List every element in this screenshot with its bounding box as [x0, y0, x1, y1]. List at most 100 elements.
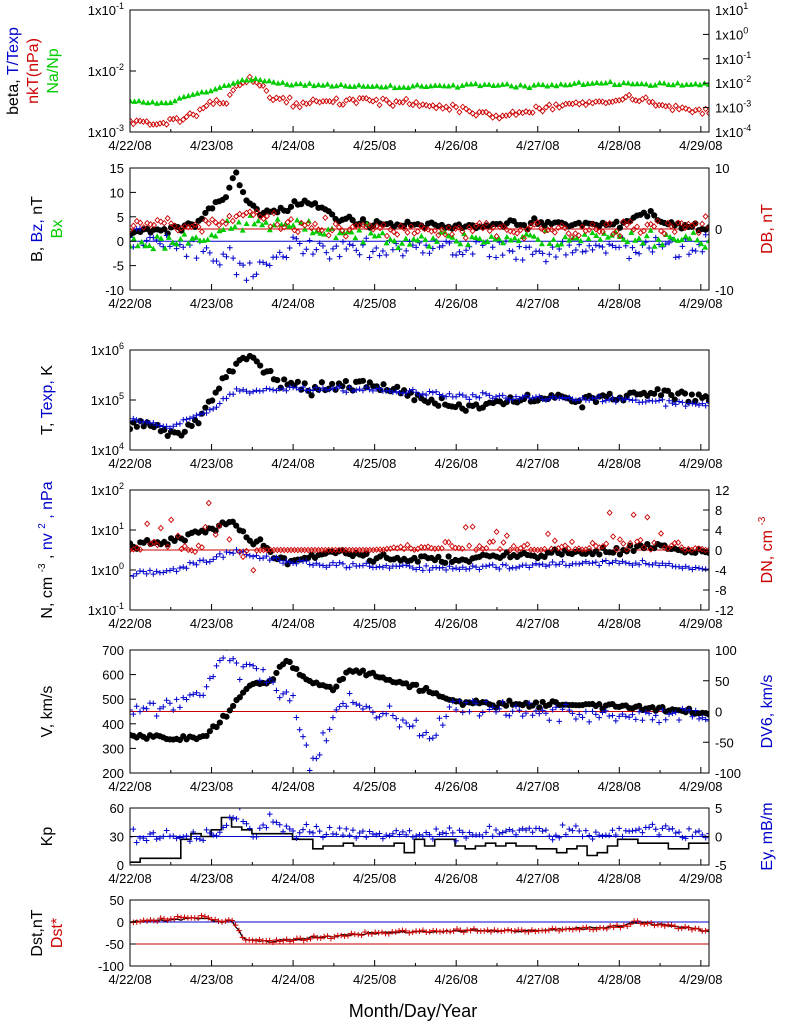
panel-t-point	[343, 389, 350, 396]
panel-b-point	[253, 208, 260, 215]
panel-beta-y2-tick-label: 1x10-1	[715, 50, 751, 67]
panel-t-point	[493, 393, 499, 400]
panel-beta-point	[443, 103, 450, 111]
panel-kp-point	[310, 830, 316, 836]
panel-b-point	[181, 231, 188, 237]
panel-t-y-tick-label: 1x106	[91, 341, 124, 358]
panel-dst-frame	[129, 899, 710, 967]
panel-n-point	[686, 565, 692, 571]
panel-v-point	[167, 700, 173, 707]
panel-n-point	[190, 560, 197, 566]
panel-t-point	[455, 401, 462, 408]
panel-kp-point	[636, 826, 642, 832]
panel-kp-point	[197, 836, 203, 842]
panel-beta-point	[521, 83, 528, 89]
panel-t: 4/22/08 4/23/08 4/24/08 4/25/08 4/26/08 4/27/…	[108, 349, 723, 471]
panel-beta-point	[539, 81, 546, 88]
panel-beta-point	[324, 81, 331, 87]
panel-kp-y-label: Kp	[39, 827, 56, 847]
panel-beta-point	[337, 81, 344, 87]
panel-n-point	[449, 542, 456, 550]
panel-t-point	[396, 389, 403, 396]
panel-b-point	[329, 227, 336, 234]
panel-b-point	[476, 235, 483, 241]
panel-t-point	[523, 392, 529, 399]
panel-n-point	[449, 566, 456, 572]
panel-beta-point	[257, 76, 264, 83]
panel-kp-point	[489, 833, 496, 840]
panel-beta-point	[203, 102, 210, 110]
panel-n-point	[565, 545, 572, 552]
panel-v-point	[463, 699, 469, 706]
panel-b-point	[370, 248, 376, 255]
panel-b-point	[309, 229, 316, 236]
panel-t-point	[380, 381, 387, 388]
panel-kp-x-tick-label: 4/26/08	[435, 871, 478, 886]
panel-kp-point	[706, 830, 709, 837]
panel-beta-point	[336, 101, 343, 108]
panel-b-point	[593, 242, 599, 248]
panel-n-point	[177, 565, 183, 571]
panel-b-point	[695, 229, 702, 237]
panel-b-point	[634, 223, 641, 231]
panel-beta-point	[669, 106, 676, 114]
panel-beta-point	[512, 111, 520, 119]
panel-n-point	[212, 531, 219, 538]
panel-dst-point	[566, 926, 573, 932]
panel-beta-point	[536, 105, 543, 112]
panel-n-point	[655, 416, 660, 421]
panel-kp-point	[439, 829, 446, 836]
panel-kp-point	[453, 838, 459, 844]
panel-b-point	[668, 222, 675, 230]
panel-beta-point	[468, 81, 475, 87]
panel-b-point	[294, 228, 301, 236]
panel-n-point	[346, 564, 353, 571]
panel-b-point	[150, 221, 157, 229]
panel-t-point	[350, 388, 356, 394]
panel-n-point	[185, 546, 192, 554]
panel-beta-point	[248, 77, 255, 83]
panel-b-point	[418, 222, 425, 230]
panel-beta-point	[306, 80, 313, 86]
panel-t-point	[203, 410, 210, 416]
panel-b-point	[226, 212, 233, 220]
panel-v-point	[532, 699, 540, 706]
panel-b-point	[301, 226, 308, 232]
panel-b-point	[287, 203, 295, 210]
panel-kp-point	[682, 835, 689, 842]
panel-beta-point	[409, 83, 416, 89]
panel-beta-point	[629, 80, 636, 87]
panel-beta-point	[686, 106, 693, 114]
panel-kp-point	[210, 832, 216, 838]
panel-v-point	[699, 714, 706, 721]
panel-b-point	[387, 236, 394, 242]
panel-b-point	[472, 234, 479, 241]
panel-v-point	[476, 713, 483, 719]
panel-n-point	[340, 561, 346, 567]
panel-v-point	[230, 655, 236, 662]
panel-b-point	[562, 233, 569, 240]
panel-n-point	[216, 522, 223, 530]
panel-v-point	[516, 707, 523, 714]
panel-n-point	[476, 566, 483, 573]
panel-beta-point	[382, 83, 389, 90]
panel-n-point	[632, 560, 639, 566]
panel-t-point	[443, 393, 449, 400]
panel-n-point	[549, 559, 556, 565]
panel-t-point	[303, 387, 310, 394]
panel-beta-point	[396, 84, 403, 90]
panel-dst-point	[311, 933, 317, 939]
panel-b-point	[609, 242, 616, 249]
panel-t-point	[130, 418, 133, 424]
panel-b-point	[219, 218, 226, 226]
panel-v-point	[553, 704, 559, 711]
panel-v-point	[626, 714, 632, 721]
panel-v-point	[177, 704, 183, 711]
panel-b-point	[426, 250, 433, 257]
panel-dst-point	[454, 926, 460, 932]
panel-b-point	[626, 255, 632, 262]
panel-b-point	[235, 219, 242, 225]
panel-b-point	[236, 182, 243, 189]
panel-beta-point	[672, 102, 679, 110]
panel-t-point	[266, 386, 273, 392]
